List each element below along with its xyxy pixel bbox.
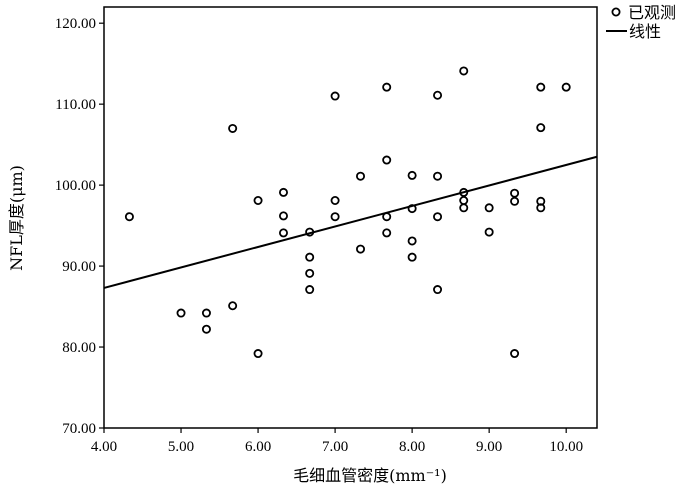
data-point: [305, 285, 315, 295]
y-tick-label: 100.00: [55, 178, 96, 194]
x-axis: 4.00 5.00 6.00 7.00 8.00 9.00 10.00: [91, 428, 583, 455]
data-point: [484, 227, 494, 237]
x-tick-label: 5.00: [168, 439, 194, 455]
data-point: [228, 301, 238, 311]
data-point: [536, 123, 546, 133]
data-point: [278, 187, 288, 197]
y-tick-label: 80.00: [62, 340, 96, 356]
data-point: [278, 228, 288, 238]
data-point: [510, 188, 520, 198]
data-point: [253, 195, 263, 205]
x-tick-label: 6.00: [245, 439, 271, 455]
data-point: [459, 203, 469, 213]
data-point: [536, 203, 546, 213]
data-point: [510, 349, 520, 359]
data-point: [201, 308, 211, 318]
x-tick-label: 7.00: [322, 439, 348, 455]
data-point: [433, 171, 443, 181]
data-point: [382, 82, 392, 92]
x-axis-title: 毛细血管密度(mm⁻¹): [293, 466, 447, 485]
y-tick-label: 90.00: [62, 259, 96, 275]
fit-line: [103, 155, 598, 289]
legend-observed-label: 已观测: [628, 3, 676, 22]
data-point: [305, 268, 315, 278]
data-point: [536, 82, 546, 92]
data-point: [459, 66, 469, 76]
y-tick-label: 110.00: [55, 97, 96, 113]
data-point: [176, 308, 186, 318]
data-point: [484, 203, 494, 213]
legend-observed-marker: [611, 7, 621, 17]
legend: 已观测 线性: [606, 3, 676, 41]
data-point: [407, 236, 417, 246]
y-tick-label: 70.00: [62, 421, 96, 437]
y-axis-title: NFL厚度(μm): [7, 165, 26, 271]
data-point: [433, 285, 443, 295]
data-point: [510, 196, 520, 206]
data-point: [382, 228, 392, 238]
data-point: [561, 82, 571, 92]
y-axis: 70.00 80.00 90.00 100.00 110.00 120.00: [55, 16, 104, 437]
plot-marks: [103, 66, 598, 359]
x-tick-label: 4.00: [91, 439, 117, 455]
plot-frame: [103, 6, 598, 429]
data-point: [407, 170, 417, 180]
x-tick-label: 9.00: [476, 439, 502, 455]
data-point: [330, 195, 340, 205]
data-point: [330, 91, 340, 101]
data-point: [330, 212, 340, 222]
x-tick-label: 8.00: [399, 439, 425, 455]
legend-linear-label: 线性: [629, 22, 661, 41]
data-point: [305, 252, 315, 262]
data-point: [433, 212, 443, 222]
data-point: [201, 324, 211, 334]
data-point: [407, 252, 417, 262]
data-point: [433, 90, 443, 100]
data-point: [278, 211, 288, 221]
data-point: [253, 349, 263, 359]
data-point: [382, 155, 392, 165]
y-tick-label: 120.00: [55, 16, 96, 32]
data-point: [228, 123, 238, 133]
data-point: [124, 212, 134, 222]
data-point: [356, 171, 366, 181]
data-point: [459, 195, 469, 205]
x-tick-label: 10.00: [549, 439, 583, 455]
data-point: [356, 244, 366, 254]
